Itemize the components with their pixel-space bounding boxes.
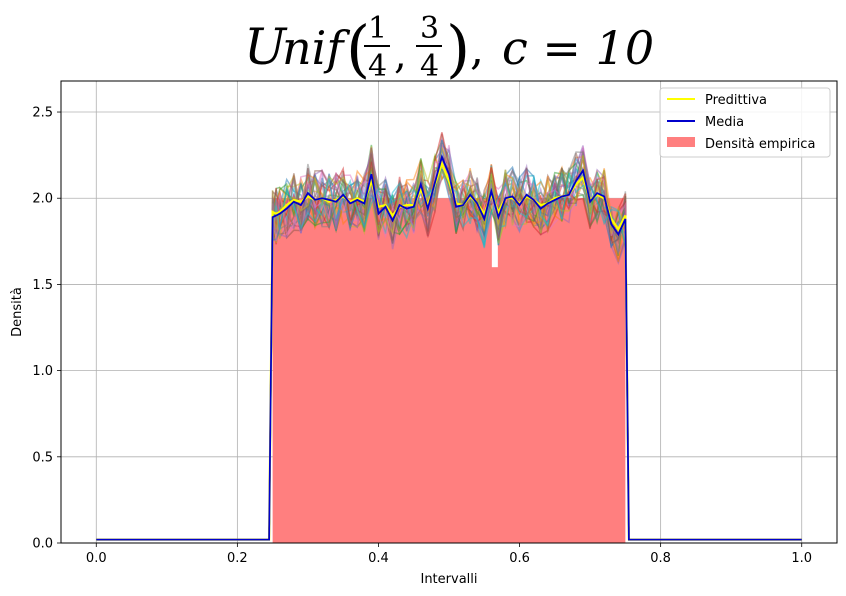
title-close-paren: ) <box>446 12 470 85</box>
histogram <box>272 198 626 543</box>
chart-title: U nif ( 1 4 , 3 4 ) , c = 10 <box>244 11 654 85</box>
title-trailing-comma: , <box>470 24 484 75</box>
media-line <box>96 154 802 541</box>
x-axis-label: Intervalli <box>420 572 477 587</box>
title-script-letter: U <box>244 18 288 76</box>
y-tick-label: 2.5 <box>32 106 53 121</box>
x-tick-label: 0.4 <box>368 551 389 566</box>
legend-marker-densita <box>667 137 695 147</box>
x-tick-label: 1.0 <box>791 551 812 566</box>
title-comma: , <box>394 32 407 78</box>
y-tick-label: 1.0 <box>32 364 53 379</box>
histogram-gap <box>491 198 498 268</box>
histogram-bar <box>272 198 626 543</box>
legend-label-densita: Densità empirica <box>705 137 815 152</box>
y-tick-label: 0.5 <box>32 450 53 465</box>
legend-label-media: Media <box>705 115 744 130</box>
x-tick-label: 0.2 <box>227 551 248 566</box>
y-axis-ticks: 0.0 0.5 1.0 1.5 2.0 2.5 <box>32 106 61 552</box>
title-word: nif <box>282 21 350 75</box>
title-frac1-num: 1 <box>368 11 387 46</box>
legend-box <box>659 87 831 158</box>
series-lines <box>96 154 802 541</box>
x-tick-label: 0.0 <box>86 551 107 566</box>
y-axis-label: Densità <box>10 287 25 337</box>
x-axis-ticks: 0.0 0.2 0.4 0.6 0.8 1.0 <box>86 543 812 566</box>
predittiva-line <box>96 160 802 541</box>
title-frac2-den: 4 <box>420 49 439 84</box>
y-tick-label: 2.0 <box>32 192 53 207</box>
title-param: c = 10 <box>502 21 654 75</box>
plot-frame <box>60 80 838 544</box>
y-tick-label: 0.0 <box>32 537 53 552</box>
title-frac1-den: 4 <box>368 49 387 84</box>
title-open-paren: ( <box>346 12 370 85</box>
y-tick-label: 1.5 <box>32 278 53 293</box>
x-tick-label: 0.8 <box>650 551 671 566</box>
x-tick-label: 0.6 <box>509 551 530 566</box>
plot-area: 0.0 0.2 0.4 0.6 0.8 1.0 0.0 0.5 1.0 1.5 2.0 2.5 <box>32 80 838 566</box>
title-frac2-num: 3 <box>420 11 439 46</box>
legend-label-predittiva: Predittiva <box>705 93 767 108</box>
legend: Predittiva Media Densità empirica <box>659 87 831 158</box>
